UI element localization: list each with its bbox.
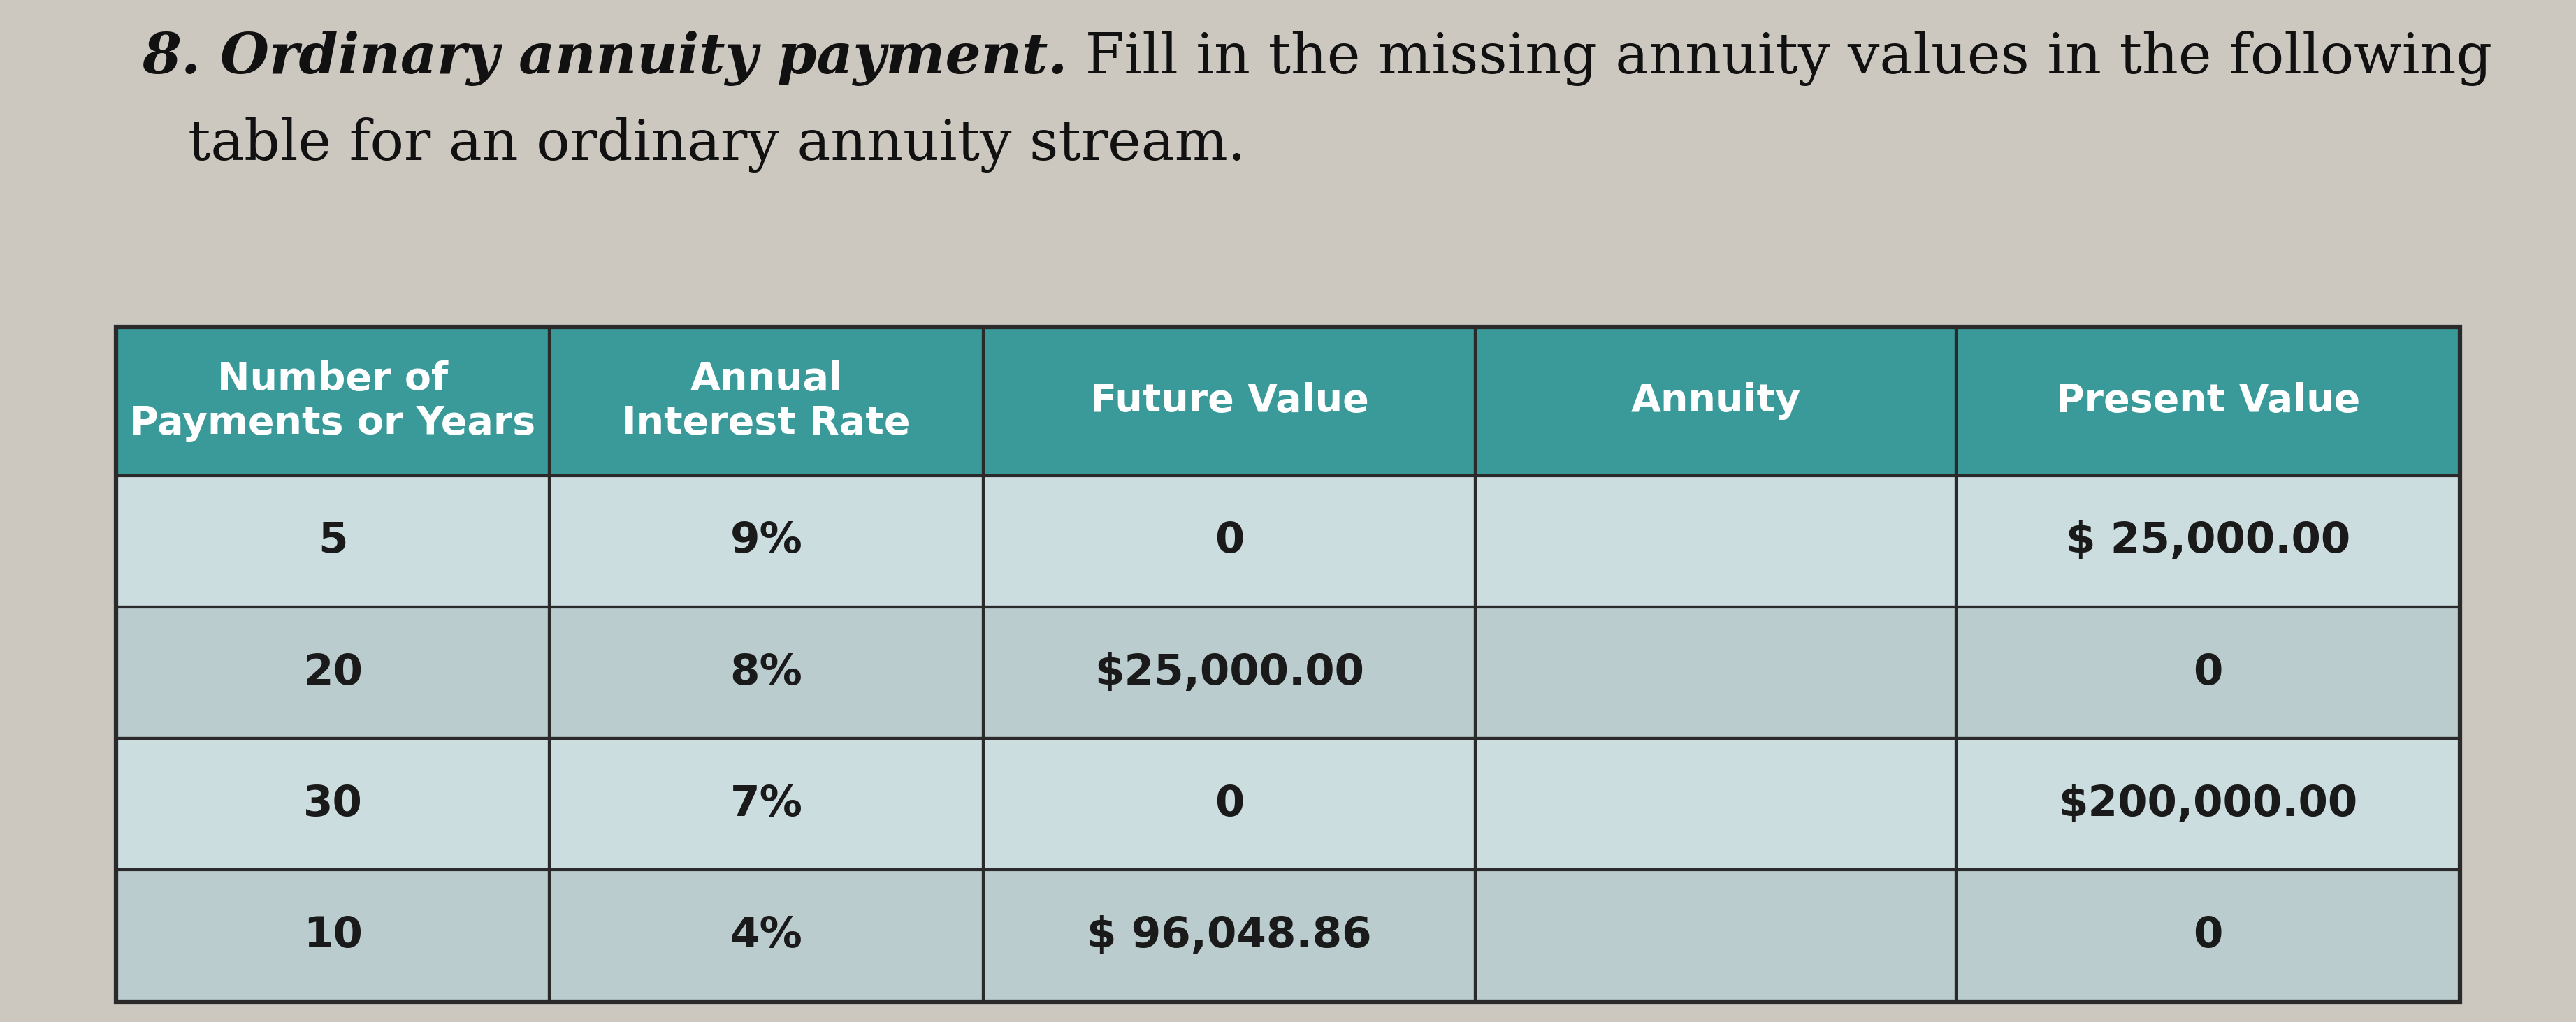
Bar — [549, 870, 984, 1002]
Bar — [1955, 739, 2460, 870]
Text: 0: 0 — [2192, 652, 2223, 693]
Bar — [116, 739, 549, 870]
Text: 0: 0 — [1216, 784, 1244, 825]
Bar — [549, 327, 984, 475]
Text: $200,000.00: $200,000.00 — [2058, 784, 2357, 825]
Text: table for an ordinary annuity stream.: table for an ordinary annuity stream. — [188, 118, 1247, 173]
Bar — [116, 607, 549, 739]
Text: $ 25,000.00: $ 25,000.00 — [2066, 520, 2349, 562]
Text: 4%: 4% — [729, 915, 804, 957]
Text: $25,000.00: $25,000.00 — [1095, 652, 1365, 693]
Bar — [1476, 607, 1955, 739]
Text: 8%: 8% — [729, 652, 804, 693]
Text: 0: 0 — [1216, 520, 1244, 562]
Bar — [1476, 739, 1955, 870]
Text: 10: 10 — [304, 915, 363, 957]
Text: 20: 20 — [304, 652, 363, 693]
Bar — [116, 870, 549, 1002]
Bar — [984, 327, 1476, 475]
Text: 8. Ordinary annuity payment.: 8. Ordinary annuity payment. — [142, 31, 1066, 86]
Bar — [984, 739, 1476, 870]
Text: Fill in the missing annuity values in the following: Fill in the missing annuity values in th… — [1066, 31, 2491, 86]
Text: $ 96,048.86: $ 96,048.86 — [1087, 915, 1373, 957]
Text: Annuity: Annuity — [1631, 382, 1801, 420]
Bar — [1955, 475, 2460, 607]
Bar — [116, 475, 549, 607]
Bar — [549, 607, 984, 739]
Text: 30: 30 — [304, 784, 363, 825]
Bar — [116, 327, 2460, 1002]
Bar — [1955, 327, 2460, 475]
Text: Number of
Payments or Years: Number of Payments or Years — [129, 361, 536, 442]
Text: Annual
Interest Rate: Annual Interest Rate — [623, 361, 909, 442]
Bar — [549, 739, 984, 870]
Text: Present Value: Present Value — [2056, 382, 2360, 420]
Bar — [1955, 870, 2460, 1002]
Text: 5: 5 — [317, 520, 348, 562]
Text: 9%: 9% — [729, 520, 804, 562]
Bar — [1476, 475, 1955, 607]
Bar — [1476, 327, 1955, 475]
Text: 0: 0 — [2192, 915, 2223, 957]
Bar — [549, 475, 984, 607]
Bar — [1955, 607, 2460, 739]
Bar — [984, 475, 1476, 607]
Bar — [984, 607, 1476, 739]
Bar — [984, 870, 1476, 1002]
Text: Future Value: Future Value — [1090, 382, 1368, 420]
Bar — [1476, 870, 1955, 1002]
Text: 7%: 7% — [729, 784, 804, 825]
Bar — [116, 327, 549, 475]
